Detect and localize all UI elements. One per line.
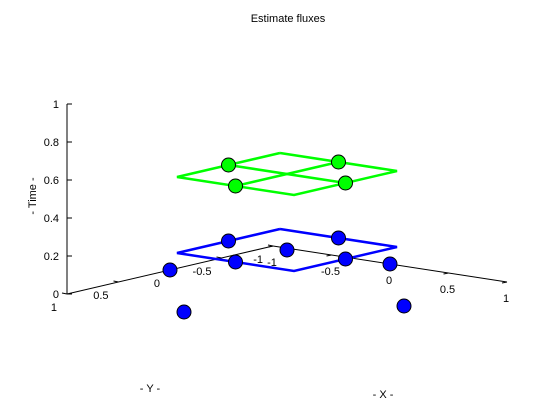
z-tick-label: 0.6 <box>44 175 59 187</box>
y-tick-mark <box>113 280 119 283</box>
data-point <box>331 154 346 170</box>
data-point <box>331 230 346 246</box>
data-point <box>176 304 192 320</box>
x-tick-label: -1 <box>267 257 277 269</box>
y-tick-label: -0.5 <box>193 266 212 278</box>
y-tick-label: 1 <box>51 302 57 314</box>
z-tick-label: 0.2 <box>44 251 59 263</box>
y-tick-label: -1 <box>253 254 263 266</box>
grid-line <box>176 151 398 197</box>
data-point <box>221 233 236 249</box>
x-tick-label: 0 <box>386 275 392 287</box>
data-point <box>162 262 178 278</box>
data-point <box>228 178 243 194</box>
plot-title: Estimate fluxes <box>251 13 326 25</box>
y-tick-label: 0 <box>154 278 160 290</box>
x-tick-label: -0.5 <box>321 266 340 278</box>
y-tick-mark <box>267 244 274 247</box>
x-tick-label: 1 <box>503 293 509 305</box>
y-tick-mark <box>216 256 222 259</box>
grid-line <box>228 163 346 185</box>
y-tick-label: 0.5 <box>93 290 108 302</box>
data-point <box>338 251 353 267</box>
z-tick-label: 0.8 <box>44 137 59 149</box>
x-tick-mark <box>326 254 332 257</box>
z-tick-label: 1 <box>53 99 59 111</box>
data-point <box>228 254 243 270</box>
data-point <box>221 157 236 173</box>
points-layer <box>162 154 412 320</box>
data-point <box>279 242 295 258</box>
y-tick-mark <box>61 292 68 295</box>
y-axis-label: - Y - <box>140 383 161 395</box>
data-point <box>382 256 398 272</box>
lines-layer <box>176 151 398 273</box>
z-tick-label: 0 <box>53 289 59 301</box>
z-axis-label: - Time - <box>27 177 39 215</box>
z-tick-label: 0.4 <box>44 213 59 225</box>
data-point <box>396 298 412 314</box>
x-axis-label: - X - <box>373 389 394 401</box>
x-tick-label: 0.5 <box>440 284 455 296</box>
x-tick-mark <box>443 272 449 275</box>
grid-line <box>176 227 398 273</box>
x-tick-mark <box>501 281 508 284</box>
data-point <box>338 175 353 191</box>
